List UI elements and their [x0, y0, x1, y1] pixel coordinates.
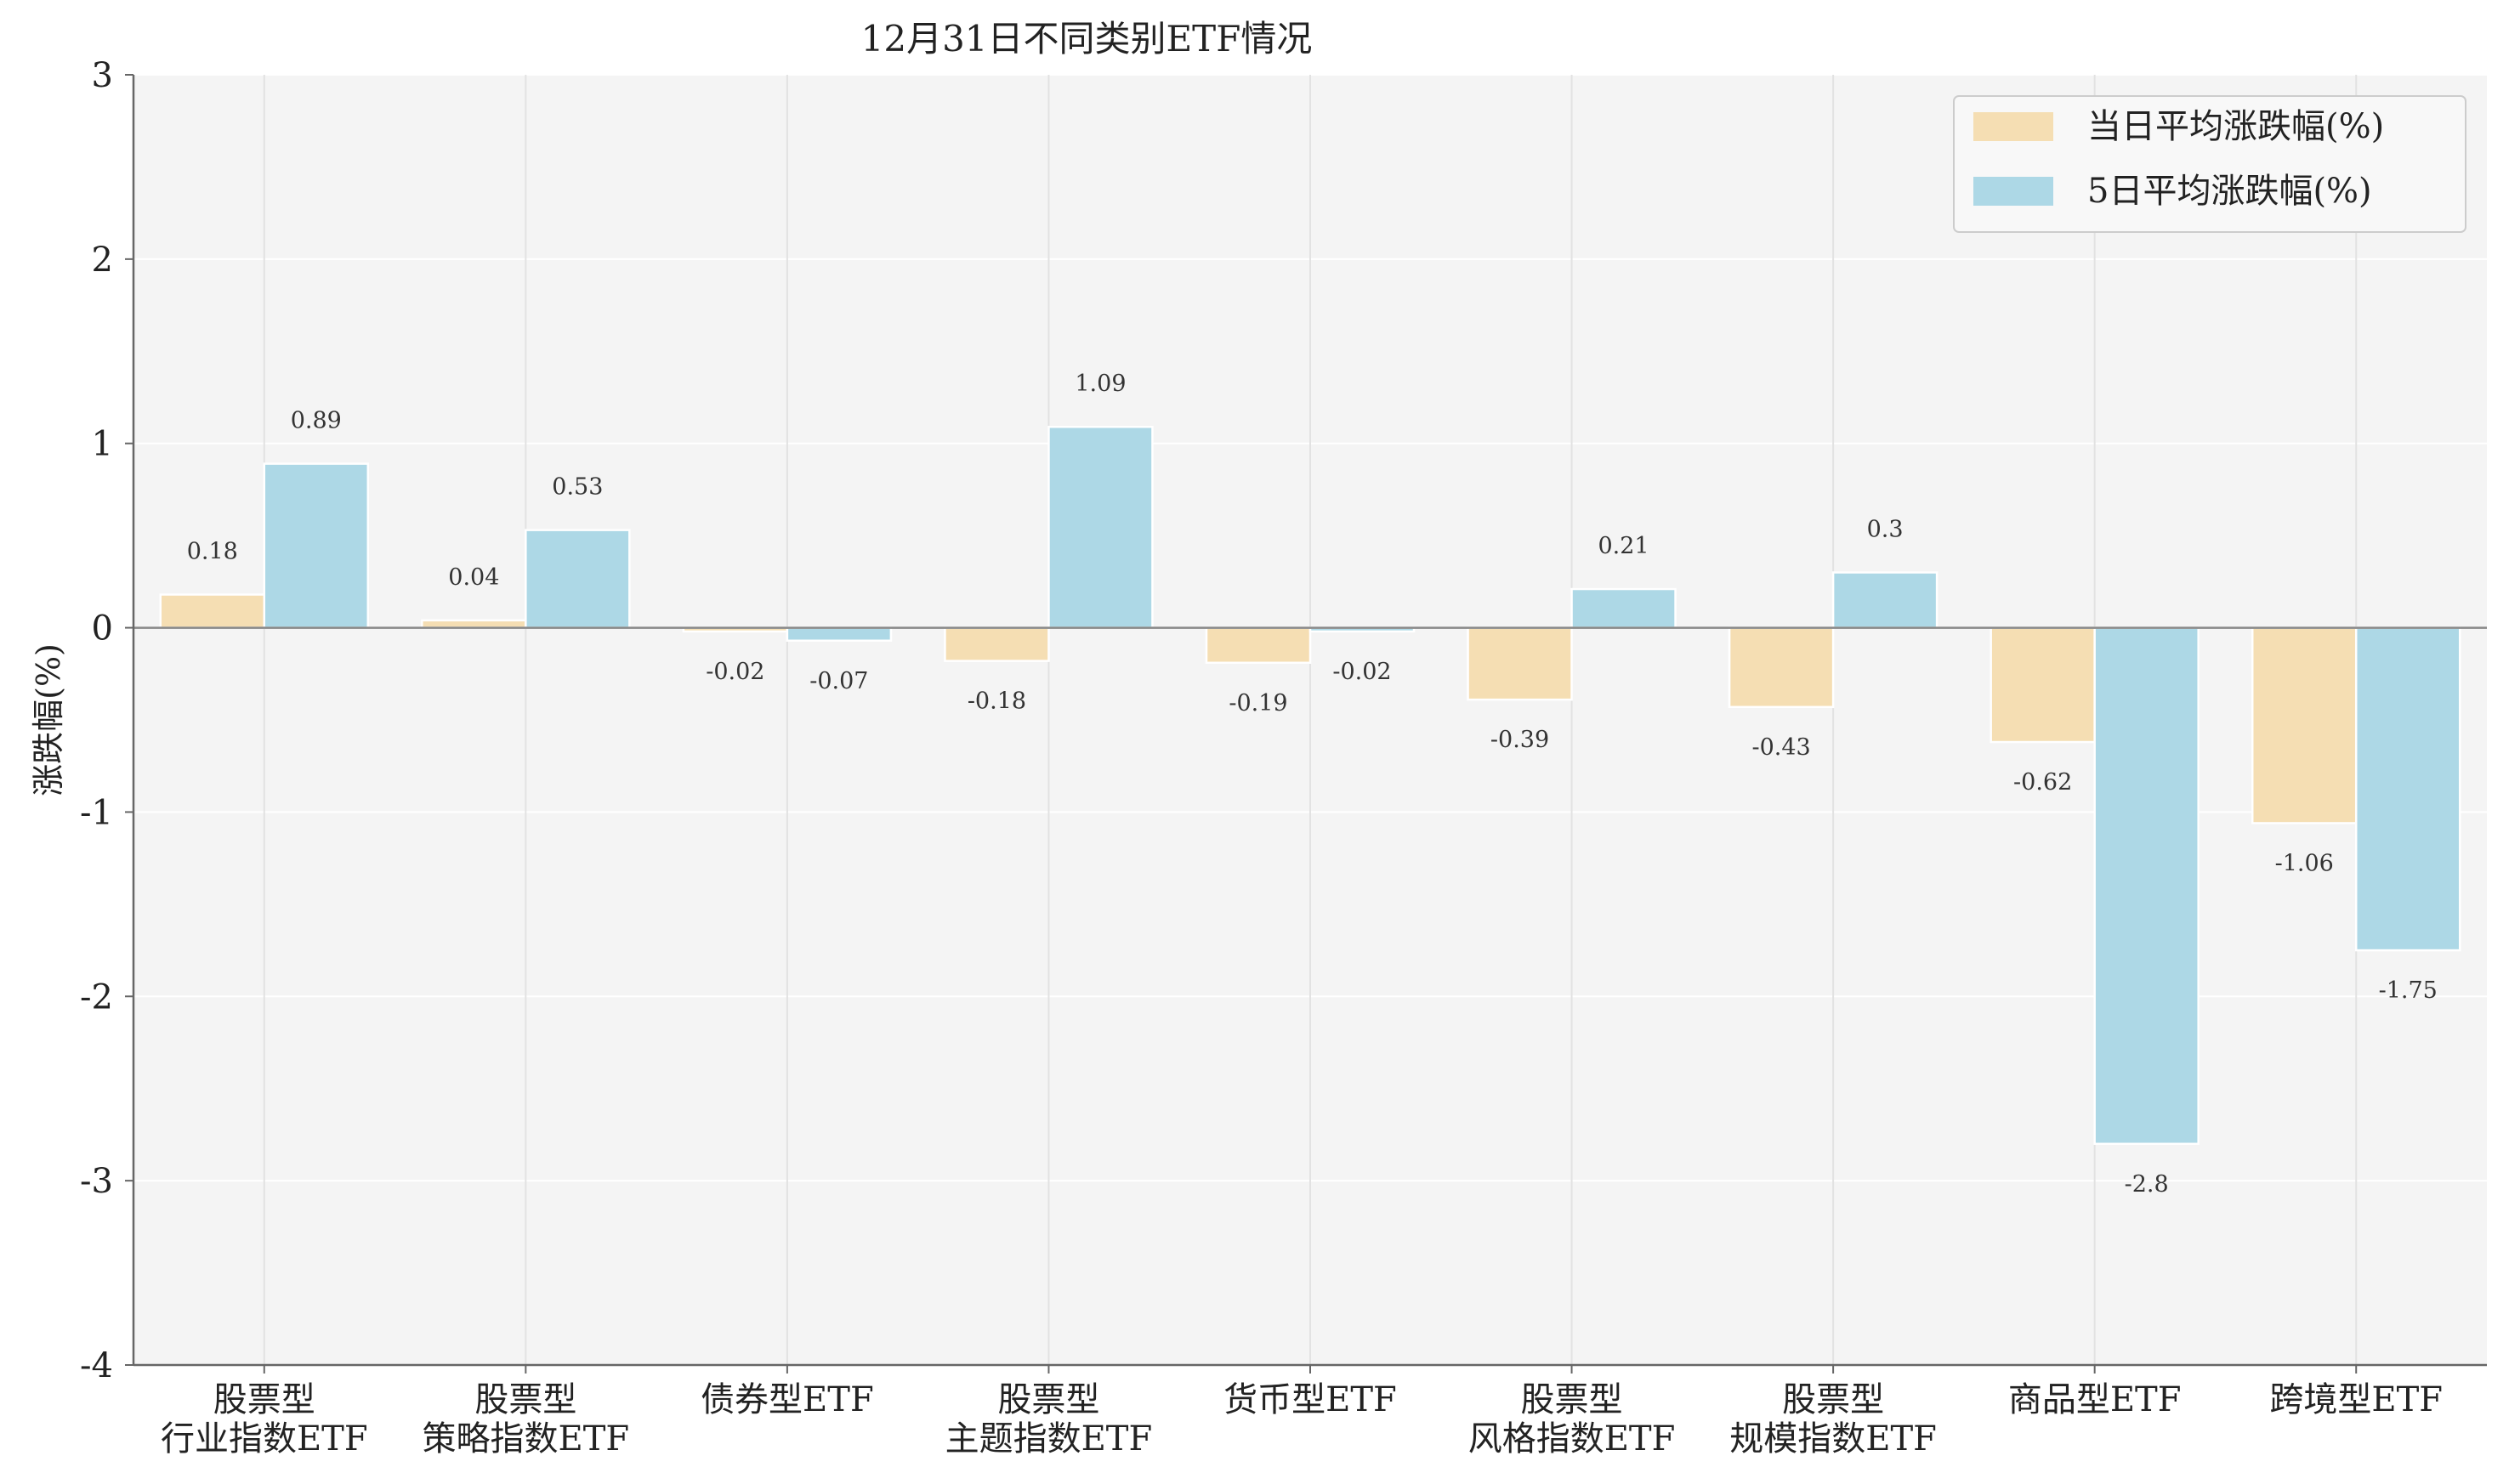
legend-label: 当日平均涨跌幅(%): [2087, 107, 2384, 146]
y-tick-label: -3: [80, 1162, 113, 1201]
legend-box: [1953, 95, 2466, 233]
legend: 当日平均涨跌幅(%) 5日平均涨跌幅(%): [1953, 95, 2466, 233]
x-tick-label: 股票型: [213, 1380, 315, 1419]
bar-series-0: [1990, 626, 2096, 744]
data-label: -0.02: [1332, 659, 1391, 685]
bar-series-1: [786, 626, 893, 643]
data-label: -0.39: [1490, 727, 1549, 753]
data-label: -0.07: [809, 668, 868, 694]
x-tick-label: 股票型: [474, 1380, 576, 1419]
bar-series-1: [1831, 571, 1939, 629]
y-tick-label: 0: [92, 609, 113, 649]
x-tick-label: 行业指数ETF: [161, 1419, 368, 1459]
bar-series-0: [421, 619, 527, 629]
x-tick-label: 债券型ETF: [701, 1380, 874, 1419]
bars: [159, 425, 2461, 1146]
bar-series-0: [1728, 626, 1835, 709]
x-tick-label: 跨境型ETF: [2269, 1380, 2443, 1419]
x-tick-label: 策略指数ETF: [423, 1419, 630, 1459]
bar-series-0: [2251, 626, 2358, 824]
y-axis-label: 涨跌幅(%): [30, 643, 67, 796]
x-tick-label: 股票型: [1521, 1380, 1623, 1419]
x-tick-label: 货币型ETF: [1223, 1380, 1397, 1419]
legend-swatch: [1973, 177, 2053, 206]
x-tick-label: 股票型: [1782, 1380, 1884, 1419]
x-tick-label: 主题指数ETF: [945, 1419, 1153, 1459]
data-label: -0.62: [2013, 769, 2072, 796]
chart-title: 12月31日不同类别ETF情况: [861, 18, 1313, 59]
legend-label: 5日平均涨跌幅(%): [2087, 172, 2372, 211]
bar-series-1: [1047, 425, 1154, 629]
bar-series-0: [159, 593, 266, 629]
bar-series-0: [1205, 626, 1312, 665]
data-label: -0.02: [706, 659, 764, 685]
bar-series-1: [1570, 587, 1677, 629]
bar-series-1: [2093, 626, 2200, 1146]
y-ticks: 3 2 1 0 -1 -2 -3 -4: [80, 56, 133, 1385]
data-label: -0.19: [1229, 690, 1287, 717]
y-tick-label: 2: [92, 241, 113, 280]
y-tick-label: -1: [80, 793, 113, 832]
bar-series-1: [263, 462, 370, 629]
bar-series-1: [525, 529, 631, 629]
x-tick-label: 风格指数ETF: [1468, 1419, 1676, 1459]
data-label: 0.3: [1867, 517, 1904, 543]
data-label: -2.8: [2125, 1171, 2169, 1198]
data-label: 0.21: [1598, 533, 1649, 559]
x-tick-label: 股票型: [997, 1380, 1099, 1419]
data-label: 0.89: [291, 408, 342, 434]
data-label: -0.43: [1751, 734, 1810, 761]
data-label: -0.18: [968, 688, 1026, 715]
y-tick-label: 3: [92, 56, 113, 95]
data-label: 0.04: [448, 564, 499, 591]
bar-series-1: [2354, 626, 2461, 952]
x-tick-label: 商品型ETF: [2008, 1380, 2182, 1419]
data-label: 1.09: [1075, 371, 1126, 397]
x-tick-label: 规模指数ETF: [1729, 1419, 1937, 1459]
data-labels: 0.18 0.04 -0.02 -0.18 -0.19 -0.39 -0.43 -0.62 -1…: [187, 371, 2438, 1198]
data-label: -1.75: [2379, 977, 2438, 1004]
y-tick-label: 1: [92, 425, 113, 464]
y-tick-label: -4: [80, 1346, 113, 1385]
bar-series-0: [1467, 626, 1573, 701]
data-label: 0.53: [552, 474, 603, 501]
legend-swatch: [1973, 112, 2053, 141]
data-label: -1.06: [2275, 850, 2334, 876]
bar-series-0: [944, 626, 1050, 662]
y-tick-label: -2: [80, 977, 113, 1017]
data-label: 0.18: [187, 539, 238, 565]
